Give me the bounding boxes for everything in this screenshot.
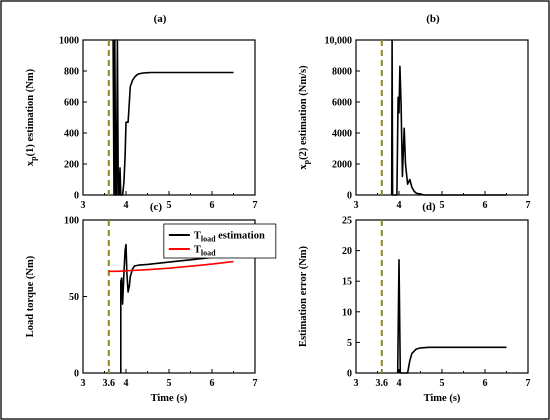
x-tick-label: 3.6 bbox=[103, 378, 116, 389]
y-tick-label: 0 bbox=[347, 369, 352, 380]
y-axis-label-rest: (1) estimation (Nm) bbox=[25, 68, 36, 156]
x-tick-label: 6 bbox=[210, 200, 215, 211]
y-tick-label: 6000 bbox=[332, 98, 352, 109]
series-line-0 bbox=[390, 39, 507, 196]
x-tick-label: 3 bbox=[81, 200, 86, 211]
x-tick-label: 3 bbox=[354, 200, 359, 211]
panel-label: (c) bbox=[150, 201, 163, 213]
x-tick-label: 6 bbox=[483, 200, 488, 211]
y-tick-label: 8000 bbox=[332, 67, 352, 78]
x-axis-label: Time (s) bbox=[151, 393, 188, 404]
y-tick-label: 200 bbox=[64, 160, 79, 171]
x-tick-label: 5 bbox=[167, 200, 172, 211]
panel-d: (d) 3 3.6 4 5 6 7 0 5 10 15 20 25 Estimation error (N… bbox=[298, 201, 531, 404]
x-tick-label: 5 bbox=[440, 378, 445, 389]
x-tick-label: 7 bbox=[526, 378, 531, 389]
y-tick-label: 0 bbox=[74, 191, 79, 202]
panel-label: (a) bbox=[154, 13, 167, 25]
y-tick-label: 25 bbox=[342, 216, 352, 227]
panel-label: (b) bbox=[426, 13, 440, 25]
x-tick-label: 3 bbox=[354, 378, 359, 389]
legend-sub: load bbox=[201, 249, 216, 258]
x-tick-label: 6 bbox=[483, 378, 488, 389]
y-axis-label-main: x bbox=[25, 160, 36, 166]
legend-main: T bbox=[194, 231, 201, 242]
x-tick-label: 3.6 bbox=[376, 378, 389, 389]
x-tick-label: 5 bbox=[167, 378, 172, 389]
y-tick-label: 15 bbox=[342, 277, 352, 288]
legend-sub: load bbox=[201, 235, 216, 244]
y-axis-label-main: x bbox=[298, 164, 309, 170]
y-axis-label-sub: p bbox=[302, 159, 311, 164]
x-tick-label: 7 bbox=[253, 200, 258, 211]
y-axis-label: xp(2) estimation (Nm/s) bbox=[298, 65, 311, 170]
series-line-0 bbox=[112, 39, 234, 196]
series-line-0 bbox=[396, 258, 507, 374]
y-axis-label: Load torque (Nm) bbox=[25, 255, 36, 337]
y-tick-label: 20 bbox=[342, 246, 352, 257]
x-tick-label: 6 bbox=[210, 378, 215, 389]
panel-label: (d) bbox=[422, 201, 436, 213]
y-tick-label: 600 bbox=[64, 98, 79, 109]
y-tick-label: 10,000 bbox=[325, 36, 353, 47]
x-axis-label: Time (s) bbox=[424, 393, 461, 404]
y-tick-label: 10 bbox=[342, 307, 352, 318]
y-tick-label: 0 bbox=[74, 369, 79, 380]
panel-c: (c) 3 3.6 4 5 6 7 0 50 100 Load torque (Nm) Time (s… bbox=[25, 201, 277, 404]
panel-a: (a) 3 4 5 6 7 0 200 400 600 800 1000 xp(1) estimatio… bbox=[25, 13, 258, 211]
y-tick-label: 1000 bbox=[59, 36, 79, 47]
y-tick-label: 0 bbox=[347, 191, 352, 202]
x-tick-label: 4 bbox=[397, 200, 402, 211]
x-tick-label: 7 bbox=[526, 200, 531, 211]
y-axis-label-sub: p bbox=[29, 156, 38, 161]
x-tick-label: 3 bbox=[81, 378, 86, 389]
panel-b: (b) 3 4 5 6 7 0 2000 4000 6000 8000 10,000 xp(2) est… bbox=[298, 13, 531, 211]
y-axis-label-rest: (2) estimation (Nm/s) bbox=[298, 65, 309, 160]
y-tick-label: 50 bbox=[69, 292, 79, 303]
series-line-1 bbox=[108, 260, 234, 273]
y-tick-label: 2000 bbox=[332, 160, 352, 171]
legend-label-1: Tload bbox=[194, 245, 216, 258]
legend-label-0: Tload estimation bbox=[194, 231, 265, 244]
x-tick-label: 5 bbox=[440, 200, 445, 211]
y-axis-label: Estimation error (Nm) bbox=[298, 245, 309, 347]
series-line-0 bbox=[120, 243, 234, 373]
y-axis-label: xp(1) estimation (Nm) bbox=[25, 68, 38, 166]
x-tick-label: 4 bbox=[397, 378, 402, 389]
y-tick-label: 800 bbox=[64, 67, 79, 78]
y-tick-label: 5 bbox=[347, 338, 352, 349]
legend-box bbox=[163, 223, 277, 259]
y-tick-label: 100 bbox=[64, 216, 79, 227]
y-tick-label: 4000 bbox=[332, 129, 352, 140]
x-tick-label: 7 bbox=[253, 378, 258, 389]
legend-main: T bbox=[194, 245, 201, 256]
x-tick-label: 4 bbox=[124, 378, 129, 389]
y-tick-label: 400 bbox=[64, 129, 79, 140]
x-tick-label: 4 bbox=[124, 200, 129, 211]
legend-rest: estimation bbox=[216, 231, 265, 242]
